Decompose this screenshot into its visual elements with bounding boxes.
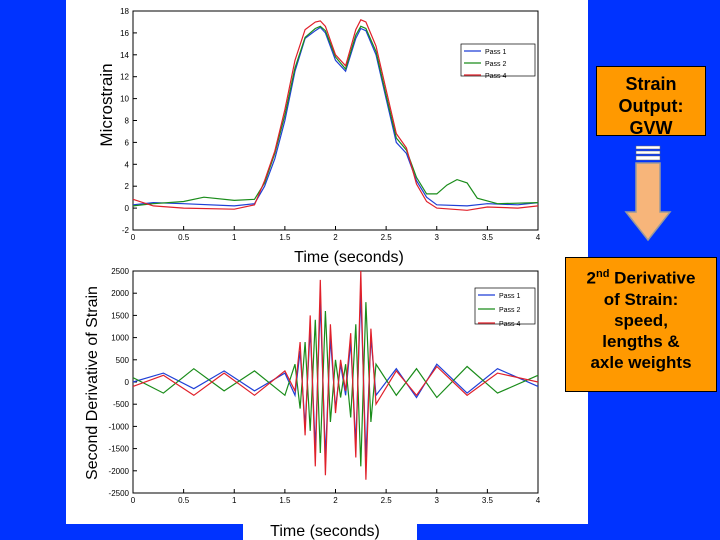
legend-box	[460, 43, 536, 77]
series-line-pass-4	[132, 19, 539, 211]
y-tick-label: 18	[120, 7, 129, 16]
x-tick-label: 2	[333, 233, 338, 242]
y-tick-label: 6	[125, 138, 130, 147]
box-bottom-line-5: axle weights	[590, 352, 692, 372]
y-tick-label: 2500	[111, 267, 129, 276]
y-tick-label: 0	[125, 204, 130, 213]
series-line-pass-1	[132, 26, 539, 207]
legend-label: Pass 2	[485, 61, 507, 68]
top-xlabel: Time (seconds)	[294, 249, 404, 266]
y-tick-label: -1000	[109, 422, 130, 431]
y-tick-label: -1500	[109, 445, 130, 454]
y-tick-label: 2000	[111, 289, 129, 298]
box-bottom-sup: nd	[596, 268, 610, 280]
y-tick-label: 2	[125, 182, 130, 191]
legend-label: Pass 1	[485, 49, 507, 56]
x-tick-label: 2.5	[381, 496, 393, 505]
x-tick-label: 3	[435, 233, 440, 242]
box-bottom-line-1: 2nd Derivative	[566, 264, 716, 289]
series-line-pass-4	[132, 270, 539, 480]
y-tick-label: 4	[125, 160, 130, 169]
series-line-pass-2	[132, 302, 539, 467]
y-tick-label: 12	[120, 73, 129, 82]
box-bottom-line-1-rest: Derivative	[609, 268, 696, 288]
x-tick-label: 2	[333, 496, 338, 505]
x-tick-label: 1	[232, 496, 237, 505]
y-tick-label: -2000	[109, 467, 130, 476]
x-tick-label: 4	[536, 233, 541, 242]
legend-box	[474, 287, 536, 325]
x-tick-label: 3.5	[482, 233, 494, 242]
x-tick-label: 4	[536, 496, 541, 505]
x-tick-label: 0.5	[178, 496, 190, 505]
second-derivative-chart: 0 0.5 1 1.5 2 2.5 3 3.5 4 2500 2000 1500 1000 500 0 -50…	[109, 267, 541, 505]
strain-output-box: Strain Output: GVW	[596, 66, 706, 138]
y-tick-label: 1500	[111, 311, 129, 320]
y-tick-label: 8	[125, 117, 130, 126]
y-tick-label: 500	[116, 356, 130, 365]
legend-label: Pass 4	[485, 73, 507, 80]
y-tick-label: 1000	[111, 334, 129, 343]
second-derivative-box: 2nd Derivative of Strain: speed, lengths…	[565, 257, 717, 392]
bottom-xlabel-background	[243, 519, 417, 540]
x-tick-label: 1	[232, 233, 237, 242]
legend-label: Pass 4	[499, 321, 521, 328]
y-tick-label: 14	[120, 51, 129, 60]
box-bottom-line-3: speed,	[614, 310, 668, 330]
box-bottom-prefix: 2	[586, 268, 596, 288]
y-tick-label: 10	[120, 95, 129, 104]
y-tick-label: -2	[122, 226, 130, 235]
x-tick-label: 0.5	[178, 233, 190, 242]
x-tick-label: 2.5	[381, 233, 393, 242]
box-bottom-line-2: of Strain:	[603, 289, 679, 309]
y-tick-label: 0	[125, 378, 130, 387]
x-tick-label: 3.5	[482, 496, 494, 505]
box-bottom-line-4: lengths &	[602, 331, 680, 351]
y-tick-label: -500	[113, 400, 130, 409]
x-tick-label: 0	[131, 496, 136, 505]
legend-label: Pass 1	[499, 293, 521, 300]
legend-label: Pass 2	[499, 307, 521, 314]
box-top-line-2: Output:	[618, 96, 684, 116]
box-top-line-3: GVW	[629, 118, 673, 138]
bottom-ylabel: Second Derivative of Strain	[84, 286, 101, 480]
bottom-xlabel: Time (seconds)	[270, 523, 380, 540]
series-line-pass-2	[132, 25, 539, 207]
box-top-line-1: Strain	[625, 74, 677, 94]
x-tick-label: 1.5	[279, 233, 291, 242]
x-tick-label: 3	[435, 496, 440, 505]
top-ylabel: Microstrain	[97, 63, 116, 146]
x-tick-label: 0	[131, 233, 136, 242]
y-tick-label: 16	[120, 29, 129, 38]
x-tick-label: 1.5	[279, 496, 291, 505]
y-tick-label: -2500	[109, 489, 130, 498]
